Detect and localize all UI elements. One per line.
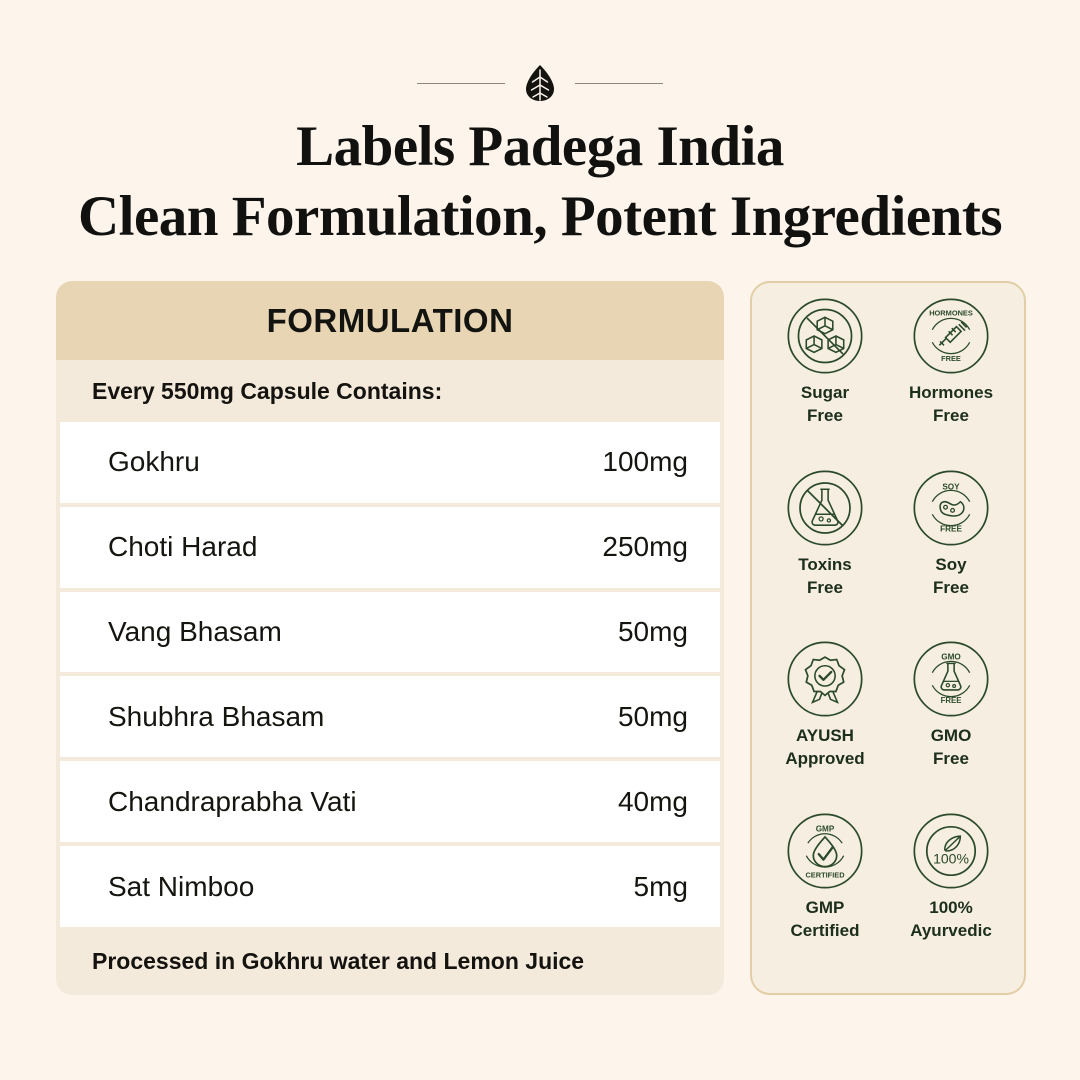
badge-ayush-approved: AYUSH Approved <box>762 640 888 770</box>
ingredient-list: Gokhru 100mg Choti Harad 250mg Vang Bhas… <box>56 422 724 927</box>
table-row: Chandraprabha Vati 40mg <box>60 761 720 843</box>
table-row: Vang Bhasam 50mg <box>60 591 720 673</box>
ingredient-quantity: 250mg <box>602 531 688 563</box>
badge-label: Toxins Free <box>798 554 852 597</box>
ingredient-name: Sat Nimboo <box>108 870 255 902</box>
certification-badges-panel: Sugar Free <box>750 281 1026 995</box>
table-row: Gokhru 100mg <box>60 422 720 503</box>
badge-soy-free: SOY FREE Soy Free <box>888 469 1014 599</box>
badge-label: AYUSH Approved <box>785 726 865 768</box>
svg-text:FREE: FREE <box>941 354 961 363</box>
badge-label: GMO Free <box>930 726 972 768</box>
divider-rule-right <box>575 82 663 84</box>
formulation-header: FORMULATION <box>56 281 724 360</box>
badge-100-ayurvedic: 100% 100% Ayurvedic <box>888 812 1014 942</box>
formulation-header-label: FORMULATION <box>266 301 514 339</box>
badge-label: Sugar Free <box>800 383 850 425</box>
formulation-card: FORMULATION Every 550mg Capsule Contains… <box>56 281 724 995</box>
divider <box>0 62 1080 104</box>
badge-gmp-certified: GMP CERTIFIED GMP Certified <box>762 812 888 942</box>
ingredient-name: Gokhru <box>108 446 200 478</box>
sugar-free-icon <box>787 298 863 374</box>
svg-text:GMO: GMO <box>941 653 961 662</box>
ayurvedic-100-icon: 100% <box>913 812 989 889</box>
svg-text:CERTIFIED: CERTIFIED <box>805 870 845 879</box>
gmp-certified-icon: GMP CERTIFIED <box>787 812 863 889</box>
table-row: Shubhra Bhasam 50mg <box>60 676 720 758</box>
badge-hormones-free: HORMONES FREE Hormones Free <box>888 297 1014 427</box>
formulation-subhead-label: Every 550mg Capsule Contains: <box>92 377 443 404</box>
page-subtitle: Clean Formulation, Potent Ingredients <box>77 185 1003 248</box>
svg-text:HORMONES: HORMONES <box>929 309 973 318</box>
svg-text:GMP: GMP <box>816 824 835 833</box>
hormones-free-icon: HORMONES FREE <box>913 298 989 374</box>
ingredient-quantity: 50mg <box>617 616 688 648</box>
ingredient-quantity: 50mg <box>617 700 688 732</box>
badge-gmo-free: GMO FREE GMO Free <box>888 640 1014 770</box>
svg-text:100%: 100% <box>933 850 969 866</box>
divider-rule-left <box>417 82 505 84</box>
gmo-free-icon: GMO FREE <box>913 641 989 717</box>
formulation-footer-label: Processed in Gokhru water and Lemon Juic… <box>92 947 585 974</box>
table-row: Choti Harad 250mg <box>60 506 720 588</box>
ingredient-name: Vang Bhasam <box>108 616 282 648</box>
badge-sugar-free: Sugar Free <box>762 297 888 427</box>
soy-free-icon: SOY FREE <box>913 469 989 546</box>
svg-text:FREE: FREE <box>941 696 962 705</box>
leaf-icon <box>526 65 554 101</box>
badge-label: 100% Ayurvedic <box>910 897 992 940</box>
formulation-footer: Processed in Gokhru water and Lemon Juic… <box>56 927 724 995</box>
table-row: Sat Nimboo 5mg <box>60 846 720 927</box>
ingredient-quantity: 40mg <box>617 785 688 817</box>
svg-text:FREE: FREE <box>940 524 962 533</box>
ingredient-quantity: 100mg <box>602 446 688 478</box>
toxins-free-icon <box>787 469 863 546</box>
ingredient-name: Shubhra Bhasam <box>108 700 325 732</box>
ingredient-name: Choti Harad <box>108 531 258 563</box>
badge-label: Soy Free <box>933 554 969 597</box>
badge-label: Hormones Free <box>908 383 994 425</box>
ingredient-name: Chandraprabha Vati <box>108 785 357 817</box>
badge-toxins-free: Toxins Free <box>762 469 888 599</box>
svg-text:SOY: SOY <box>942 482 960 491</box>
badge-label: GMP Certified <box>790 897 860 940</box>
page-title: Labels Padega India <box>296 115 784 178</box>
formulation-subhead: Every 550mg Capsule Contains: <box>56 360 724 422</box>
ayush-approved-icon <box>787 641 863 717</box>
ingredient-quantity: 5mg <box>633 870 688 902</box>
